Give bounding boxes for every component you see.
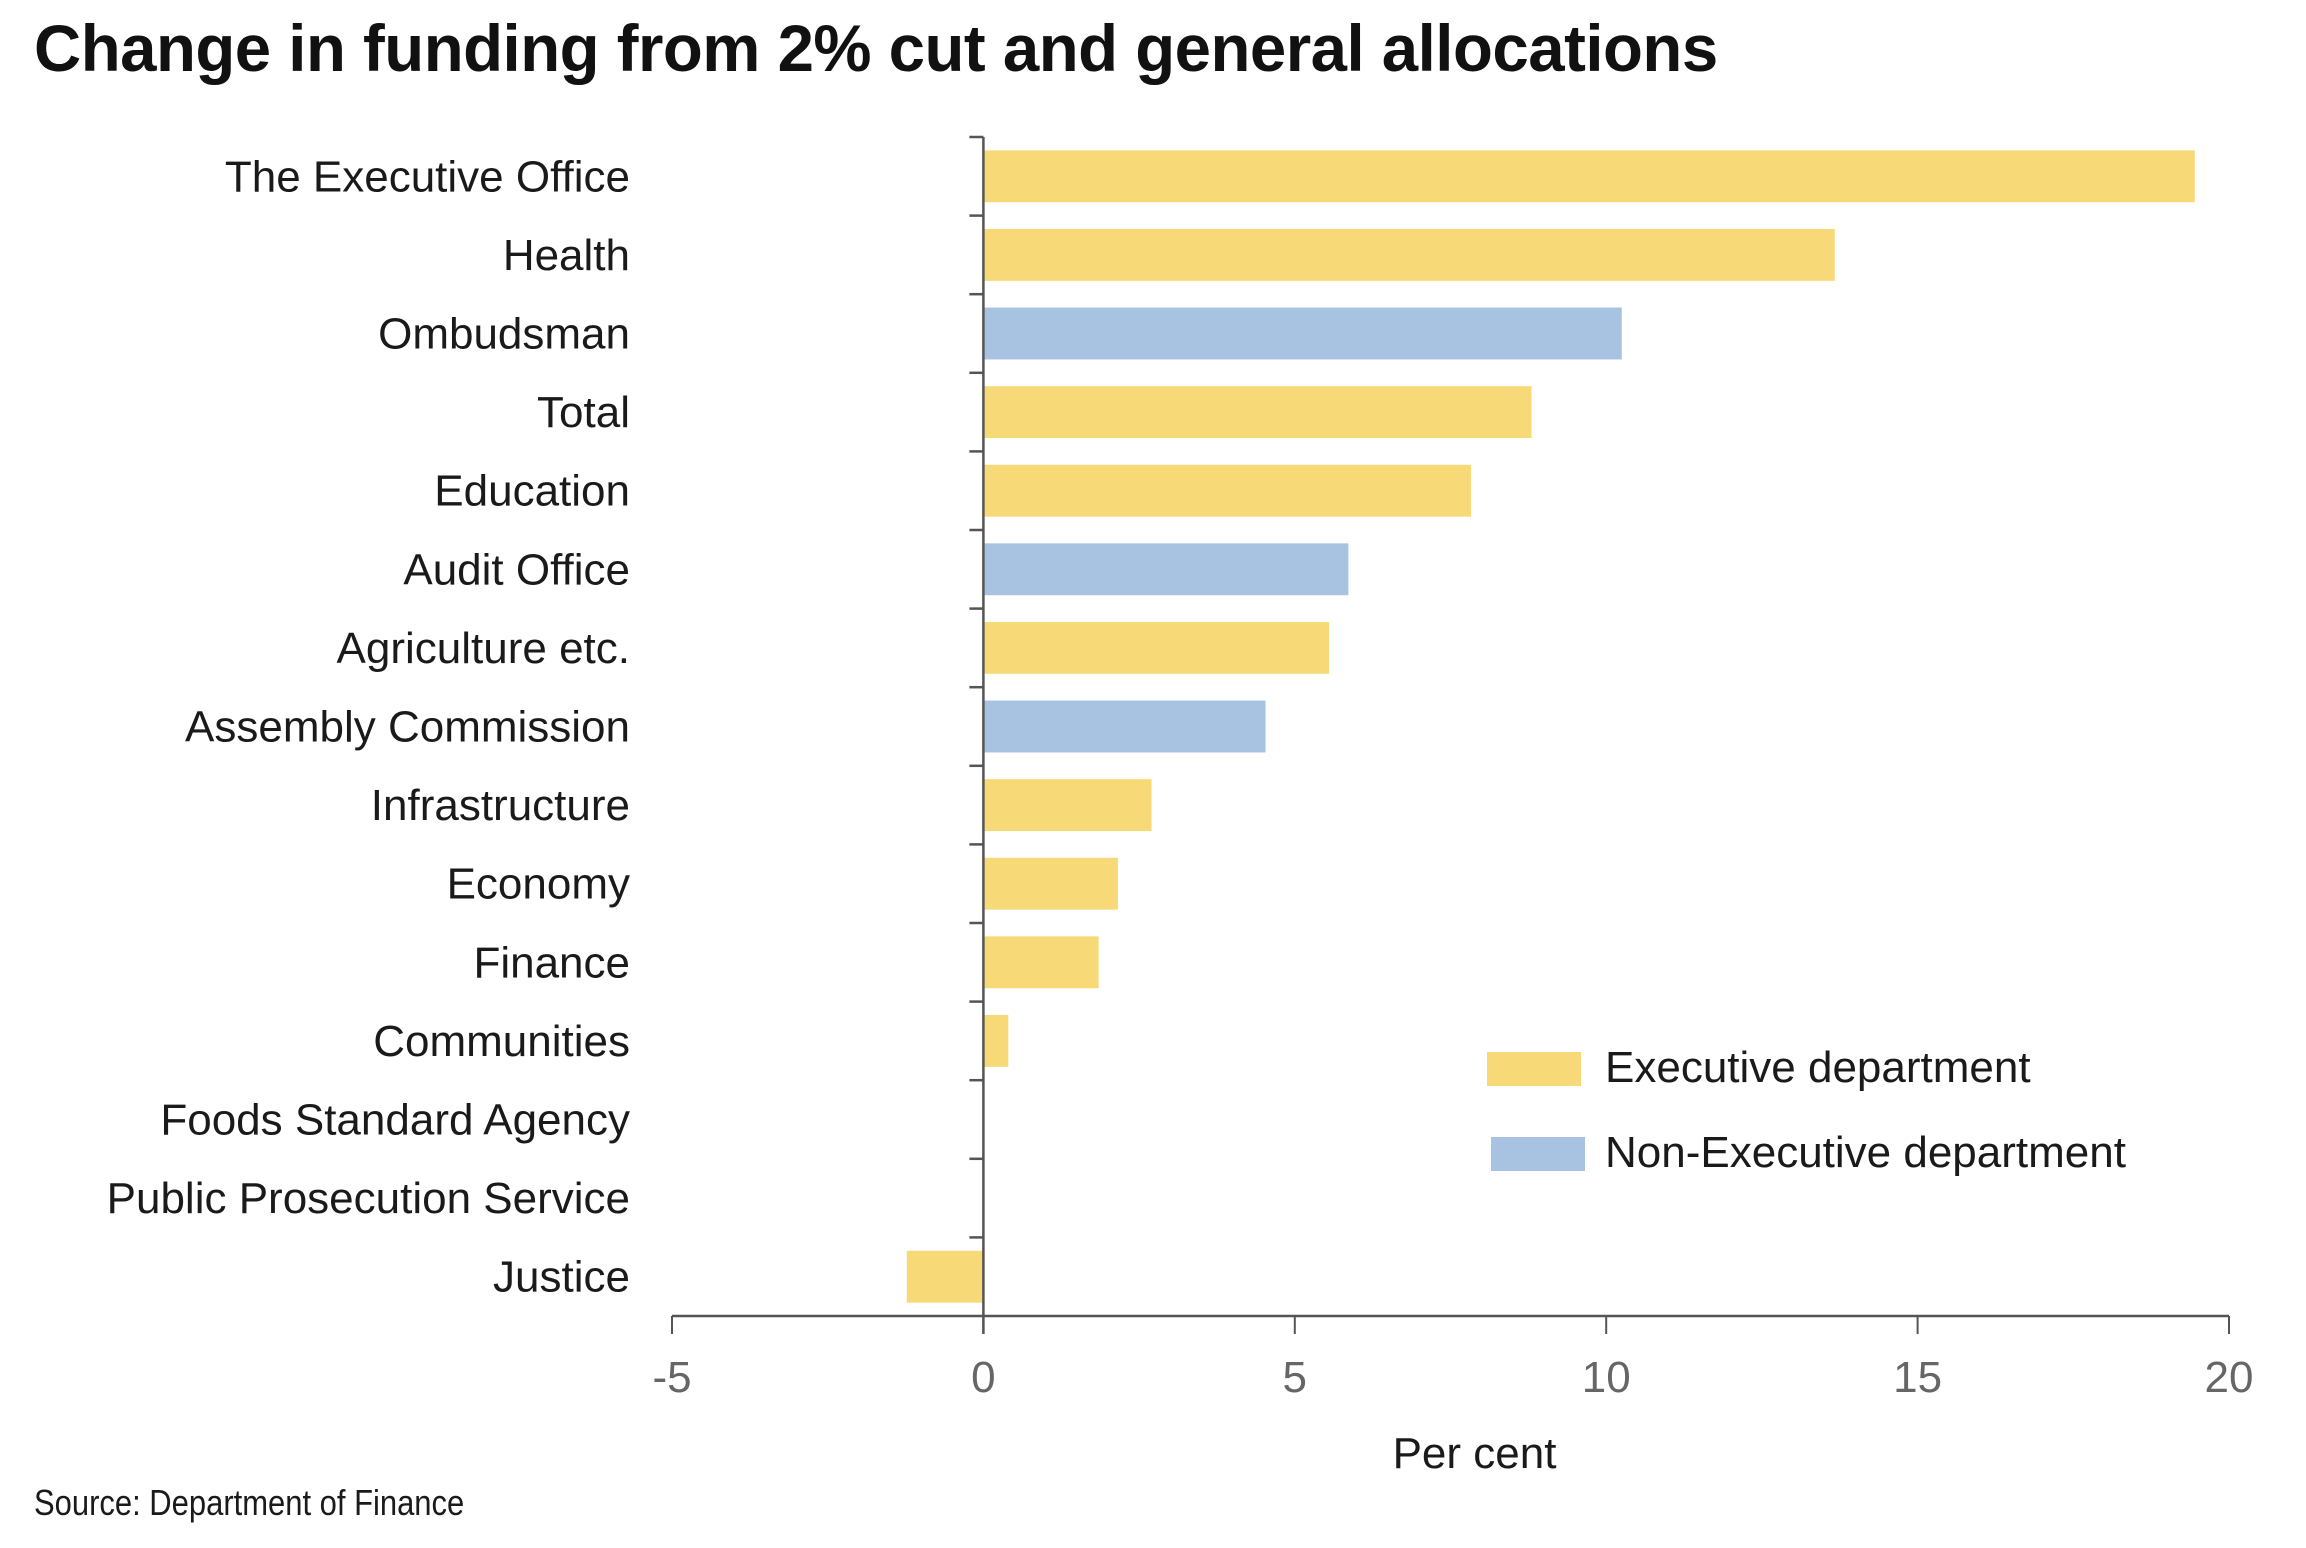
legend: Executive department Non-Executive depart… — [1487, 1043, 2126, 1177]
category-label: Ombudsman — [378, 310, 630, 359]
x-tick-label: 0 — [971, 1353, 995, 1402]
legend-label: Non-Executive department — [1605, 1128, 2126, 1177]
bar — [983, 857, 1118, 910]
x-tick-labels: -5 0 5 10 15 20 — [652, 1353, 2253, 1402]
category-label: Justice — [493, 1253, 630, 1302]
x-tick-label: 10 — [1582, 1353, 1631, 1402]
category-labels: The Executive Office Health Ombudsman Total… — [107, 152, 630, 1301]
category-label: Communities — [373, 1017, 630, 1066]
category-label: Foods Standard Agency — [160, 1096, 630, 1145]
category-label: Total — [537, 388, 630, 437]
chart-title: Change in funding from 2% cut and genera… — [34, 11, 1718, 85]
bar — [983, 779, 1152, 832]
x-tick-label: 5 — [1283, 1353, 1307, 1402]
bar — [983, 700, 1266, 753]
category-label: Infrastructure — [371, 781, 630, 830]
bar — [983, 228, 1835, 281]
x-tick-label: -5 — [652, 1353, 691, 1402]
category-label: Finance — [473, 938, 630, 987]
category-label: Audit Office — [403, 545, 630, 594]
bar — [983, 386, 1532, 439]
x-tick-label: 20 — [2205, 1353, 2254, 1402]
legend-swatch — [1491, 1137, 1585, 1171]
bar — [983, 936, 1099, 989]
source-note: Source: Department of Finance — [34, 1482, 465, 1523]
bar — [983, 150, 2195, 203]
category-label: Assembly Commission — [185, 703, 630, 752]
category-label: Economy — [447, 860, 630, 909]
bar — [906, 1250, 984, 1303]
bar — [983, 464, 1472, 517]
category-label: Education — [434, 467, 630, 516]
category-label: Health — [503, 231, 630, 280]
x-axis-title: Per cent — [1393, 1429, 1557, 1478]
axes-group — [671, 135, 2230, 1334]
bar — [983, 307, 1622, 360]
legend-label: Executive department — [1605, 1043, 2031, 1092]
category-label: Agriculture etc. — [337, 624, 630, 673]
legend-swatch — [1487, 1052, 1581, 1086]
bar — [983, 621, 1330, 674]
bar — [983, 1014, 1009, 1067]
bars-group — [906, 150, 2195, 1303]
category-label: The Executive Office — [225, 152, 630, 201]
x-tick-label: 15 — [1893, 1353, 1942, 1402]
category-label: Public Prosecution Service — [107, 1174, 630, 1223]
bar — [983, 543, 1349, 596]
